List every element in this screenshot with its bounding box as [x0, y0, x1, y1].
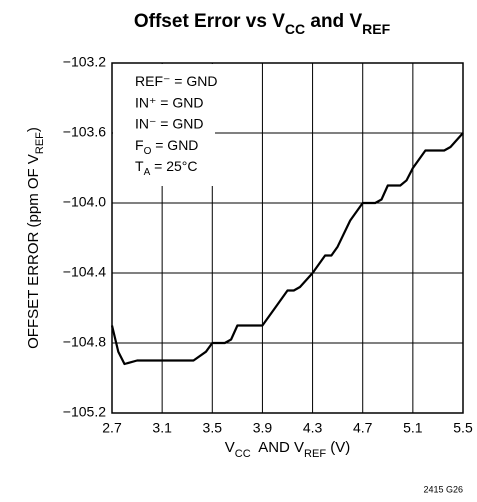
- data-line: [110, 132, 464, 366]
- x-tick-label: 4.7: [353, 420, 373, 436]
- annotation-box: [113, 64, 215, 186]
- text-run: (V): [326, 439, 350, 456]
- text-run: O: [144, 146, 152, 157]
- text-run: AND V: [251, 439, 304, 456]
- text-run: REF: [34, 132, 46, 154]
- text-run: ): [25, 127, 42, 132]
- footnote: 2415 G26: [423, 484, 463, 494]
- text-run: IN⁻ = GND: [135, 115, 203, 131]
- text-run: IN⁺ = GND: [135, 94, 203, 110]
- y-tick-label: −104.0: [63, 194, 106, 210]
- plot-frame: [111, 62, 464, 414]
- annotation: IN⁺ = GND: [135, 94, 203, 110]
- y-tick-label: −104.4: [63, 264, 106, 280]
- text-run: REF: [304, 448, 326, 460]
- x-tick-label: 3.5: [203, 420, 223, 436]
- x-tick-label: 5.5: [453, 420, 473, 436]
- y-tick-label: −103.2: [63, 54, 106, 70]
- annotation: FO = GND: [135, 137, 198, 157]
- x-tick-label: 3.9: [253, 420, 273, 436]
- text-run: REF⁻ = GND: [135, 73, 217, 89]
- chart-title: Offset Error vs VCC and VREF: [134, 11, 391, 37]
- text-run: = GND: [151, 137, 198, 153]
- text-run: OFFSET ERROR (ppm OF V: [25, 154, 42, 349]
- x-tick-label: 4.3: [303, 420, 323, 436]
- text-run: F: [135, 137, 144, 153]
- y-tick-label: −105.2: [63, 404, 106, 420]
- text-run: CC: [235, 448, 251, 460]
- annotation: IN⁻ = GND: [135, 115, 203, 131]
- x-tick-label: 3.1: [152, 420, 172, 436]
- text-run: REF: [362, 21, 390, 37]
- x-axis-label: VCC AND VREF (V): [225, 439, 350, 460]
- text-run: A: [144, 167, 151, 178]
- text-run: T: [135, 158, 144, 174]
- x-tick-label: 5.1: [403, 420, 423, 436]
- y-axis-label: OFFSET ERROR (ppm OF VREF): [25, 127, 46, 349]
- x-tick-label: 2.7: [102, 420, 122, 436]
- annotation: TA = 25°C: [135, 158, 197, 178]
- text-run: CC: [285, 21, 305, 37]
- y-tick-label: −103.6: [63, 124, 106, 140]
- y-tick-label: −104.8: [63, 334, 106, 350]
- text-run: = 25°C: [150, 158, 197, 174]
- text-run: V: [225, 439, 235, 456]
- text-run: Offset Error vs V: [134, 11, 285, 32]
- text-run: and V: [305, 11, 362, 32]
- annotation: REF⁻ = GND: [135, 73, 217, 89]
